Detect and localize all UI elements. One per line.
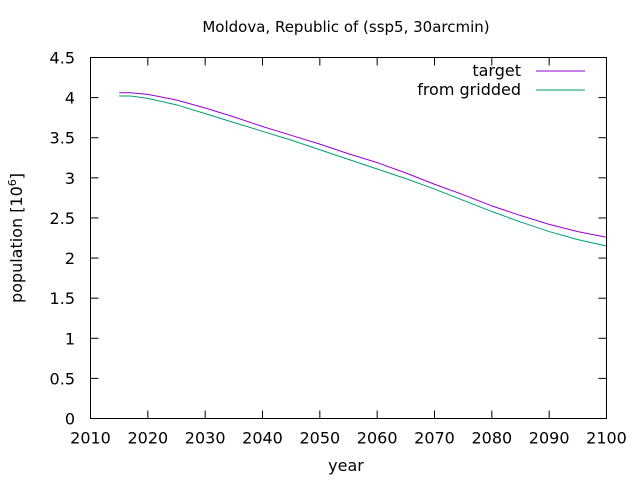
x-axis: 2010 2020 2030 2040 2050 2060 2070 2080 2090 2100 [70,57,627,448]
y-axis-label: population [106] [6,173,27,303]
x-tick-label: 2050 [299,429,340,448]
series-line-target [119,92,607,238]
x-axis-label: year [328,456,364,475]
y-axis-label-close: ] [7,173,26,179]
chart-title: Moldova, Republic of (ssp5, 30arcmin) [202,18,489,36]
y-axis-label-base: population [10 [7,186,26,303]
x-tick-label: 2030 [185,429,226,448]
x-tick-label: 2100 [586,429,627,448]
x-tick-label: 2090 [529,429,570,448]
x-tick-label: 2040 [242,429,283,448]
legend: target from gridded [417,61,585,99]
x-tick-label: 2080 [471,429,512,448]
y-axis-label-exponent: 6 [6,179,19,186]
y-tick-label: 3.5 [50,129,75,148]
y-tick-label: 2.5 [50,209,75,228]
y-axis: 0 0.5 1 1.5 2 2.5 3 3.5 4 4.5 [50,49,607,429]
x-tick-label: 2020 [127,429,168,448]
y-tick-label: 4 [65,89,75,108]
y-tick-label: 4.5 [50,49,75,68]
series-line-from-gridded [119,95,607,247]
y-tick-label: 1.5 [50,289,75,308]
x-tick-label: 2060 [357,429,398,448]
legend-label-target: target [472,61,521,80]
plot-series [119,92,607,247]
x-tick-label: 2010 [70,429,111,448]
y-tick-label: 3 [65,169,75,188]
y-tick-label: 0 [65,410,75,429]
x-tick-label: 2070 [414,429,455,448]
y-tick-label: 1 [65,329,75,348]
y-tick-label: 0.5 [50,369,75,388]
plot-frame [90,57,607,419]
legend-label-from-gridded: from gridded [417,80,521,99]
y-tick-label: 2 [65,249,75,268]
